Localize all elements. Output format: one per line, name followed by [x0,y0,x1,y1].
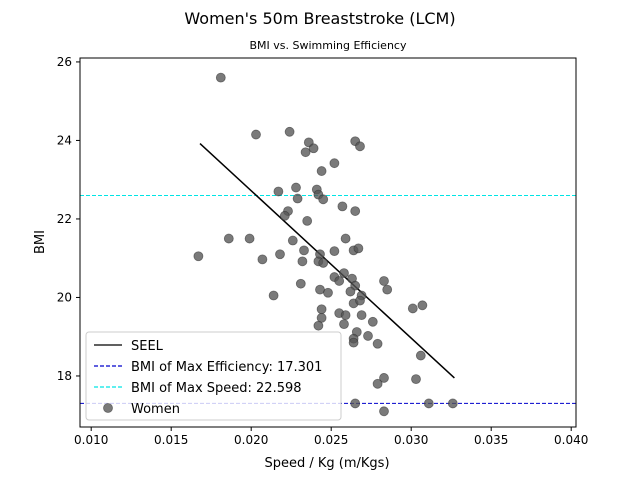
data-point [353,243,364,254]
data-point [287,235,298,246]
data-point [355,295,365,306]
y-tick-label: 20 [57,290,72,304]
data-point [295,278,306,289]
data-point [334,276,345,286]
chart-subtitle: BMI vs. Swimming Efficiency [250,39,407,52]
legend-marker-swatch [103,403,113,413]
legend-box [85,331,342,421]
x-tick-label: 0.035 [474,433,508,447]
legend: SEEL BMI of Max Efficiency: 17.301 BMI of … [85,331,342,421]
x-tick-label: 0.010 [74,433,108,447]
data-point [355,141,365,152]
data-point [339,268,349,279]
y-tick-label: 24 [57,133,72,147]
data-point [411,374,421,385]
y-tick-label: 18 [57,369,72,383]
data-point [316,166,327,176]
data-point [350,398,361,409]
data-point [215,72,226,83]
data-point [340,310,351,321]
data-point [415,350,426,361]
data-point [297,256,308,267]
y-tick-label: 22 [57,212,72,226]
data-point [292,193,303,204]
axes: 0.010 0.015 0.020 0.025 0.030 0.035 0.040 18 20 2… [57,55,589,447]
legend-label: SEEL [131,339,164,354]
data-point [251,129,261,140]
data-point [299,245,309,256]
data-point [339,319,349,330]
x-tick-label: 0.040 [554,433,588,447]
x-tick-label: 0.025 [314,433,348,447]
data-point [379,373,389,383]
x-tick-label: 0.015 [154,433,188,447]
data-point [423,398,434,409]
data-point [329,158,340,169]
data-point [300,147,311,158]
data-point [302,216,313,226]
data-point [318,258,329,268]
legend-label: Women [131,402,180,417]
data-point [273,186,284,197]
data-point [407,303,418,314]
data-point [417,300,428,311]
data-point [367,316,378,327]
data-point [279,210,290,221]
y-axis-label: BMI [33,230,48,254]
y-tick-label: 26 [57,55,72,69]
data-point [244,233,255,244]
x-axis-label: Speed / Kg (m/Kgs) [264,456,389,471]
legend-label: BMI of Max Speed: 22.598 [131,381,302,396]
data-point [323,287,333,298]
axes-frame [79,57,577,428]
data-point [291,182,301,193]
data-point [340,233,351,244]
data-point [284,126,295,137]
data-point [223,233,234,244]
data-point [379,276,389,286]
plot-area [80,72,576,417]
data-point [318,194,329,205]
data-point [257,254,268,265]
data-point [275,249,285,260]
data-point [379,406,389,417]
x-tick-label: 0.020 [234,433,268,447]
data-point [268,290,279,301]
data-point [345,286,356,297]
data-point [356,310,367,321]
data-point [337,201,348,212]
data-point [382,284,393,295]
data-point [372,338,383,349]
data-point [372,378,383,389]
data-point [308,143,319,154]
chart-title: Women's 50m Breaststroke (LCM) [184,9,455,28]
x-tick-label: 0.030 [394,433,428,447]
data-point [348,337,359,348]
data-point [316,304,327,315]
data-point [329,246,340,257]
data-point [363,331,373,341]
data-point [447,398,458,409]
data-point [193,251,204,262]
legend-label: BMI of Max Efficiency: 17.301 [131,360,322,375]
data-point [350,206,361,216]
data-point [313,320,324,331]
